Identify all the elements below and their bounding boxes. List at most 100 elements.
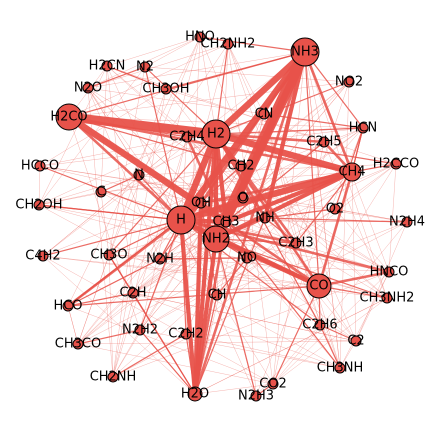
node-h	[166, 205, 196, 235]
graph-edge-faint	[87, 87, 182, 221]
node-label-ch3nh2: CH3NH2	[360, 291, 415, 306]
node-label-hcn: HCN	[349, 121, 378, 136]
graph-edge	[214, 132, 326, 144]
graph-edge	[215, 133, 397, 165]
node-no	[241, 252, 253, 264]
graph-edge	[304, 51, 364, 129]
graph-edge	[139, 329, 196, 395]
graph-edge	[295, 171, 353, 244]
graph-edge-faint	[355, 221, 408, 342]
node-label-c2h4: C2H4	[169, 130, 204, 145]
node-h2	[201, 119, 231, 149]
node-label-hno: HNO	[185, 30, 215, 45]
graph-edge	[215, 238, 257, 397]
node-label-ch2: CH2	[227, 159, 254, 174]
node-c2h6	[314, 319, 326, 331]
graph-edge-faint	[132, 238, 217, 294]
node-label-n2h3: N2H3	[238, 389, 274, 404]
node-label-cn: CN	[255, 107, 274, 122]
graph-edge-faint	[100, 65, 108, 193]
graph-edge	[194, 294, 218, 395]
graph-edge-faint	[304, 51, 325, 143]
node-label-ch3o: CH3O	[90, 248, 127, 263]
node-n2h2	[134, 324, 146, 336]
node-ch3nh2	[381, 292, 393, 304]
graph-edge	[68, 116, 188, 138]
graph-edge-faint	[106, 36, 201, 67]
node-co	[306, 273, 332, 299]
graph-edge	[194, 217, 266, 395]
graph-edge-faint	[77, 343, 274, 385]
node-h2cco	[390, 158, 402, 170]
graph-edge-faint	[39, 165, 202, 204]
graph-edge-faint	[87, 43, 229, 89]
graph-edge	[177, 168, 356, 224]
graph-edge	[199, 50, 307, 205]
node-label-c2h2: C2H2	[168, 327, 203, 342]
graph-edge-faint	[272, 221, 408, 385]
node-label-o: O	[238, 191, 248, 206]
node-c	[95, 186, 107, 198]
graph-edge-faint	[112, 136, 188, 378]
node-ch3	[220, 216, 232, 228]
graph-edge-faint	[339, 81, 350, 369]
node-h2cn	[101, 60, 113, 72]
graph-edge	[213, 169, 355, 242]
node-label-c2h3: C2H3	[278, 236, 313, 251]
graph-edge	[319, 324, 357, 342]
node-label-hco: HCO	[53, 299, 82, 314]
node-o2	[329, 203, 341, 215]
node-c2h3	[290, 237, 302, 249]
graph-edge	[192, 131, 219, 397]
graph-edge	[224, 220, 321, 288]
graph-edge	[192, 200, 204, 397]
graph-edge	[165, 51, 306, 90]
graph-edge	[108, 133, 217, 256]
graph-edge	[67, 292, 134, 307]
graph-edge-faint	[272, 297, 388, 385]
graph-edge-faint	[42, 255, 320, 287]
node-label-o2: O2	[326, 202, 345, 217]
node-label-h: H	[176, 213, 186, 228]
graph-edge-faint	[87, 51, 306, 89]
node-label-ch3oh: CH3OH	[142, 82, 189, 97]
graph-edge	[39, 165, 182, 221]
node-label-c2h5: C2H5	[306, 135, 341, 150]
graph-edge	[304, 51, 320, 287]
node-label-nh: NH	[255, 211, 275, 226]
node-nh	[259, 212, 271, 224]
graph-edge	[67, 115, 183, 222]
node-label-ch3: CH3	[212, 215, 239, 230]
graph-edge-faint	[138, 174, 408, 223]
graph-edge	[180, 219, 187, 335]
node-label-co2: CO2	[259, 377, 287, 392]
node-ch3oh	[160, 83, 172, 95]
graph-edge	[215, 133, 321, 326]
graph-edge-faint	[77, 257, 248, 345]
node-nh3	[290, 37, 320, 67]
graph-edge	[225, 141, 325, 223]
graph-edge-faint	[355, 271, 390, 342]
node-cn	[258, 108, 270, 120]
node-c4h2	[37, 250, 49, 262]
graph-edge-faint	[334, 208, 390, 273]
graph-edge-faint	[108, 36, 201, 256]
node-label-c2h6: C2H6	[302, 318, 337, 333]
graph-edge	[106, 65, 167, 90]
graph-edge-faint	[38, 136, 188, 206]
graph-edge-faint	[38, 191, 102, 206]
graph-edge	[216, 257, 248, 296]
graph-edge-faint	[112, 271, 390, 378]
graph-edge	[108, 254, 134, 294]
graph-edge	[200, 197, 244, 204]
graph-edge-faint	[139, 81, 350, 331]
node-n2h	[154, 253, 166, 265]
graph-edge-faint	[87, 87, 265, 115]
node-c2h4	[181, 131, 193, 143]
node-h2o	[187, 386, 203, 402]
graph-edge-faint	[225, 221, 390, 273]
graph-edge-faint	[227, 43, 265, 115]
node-label-n2h2: N2H2	[122, 323, 158, 338]
node-c2	[350, 335, 362, 347]
